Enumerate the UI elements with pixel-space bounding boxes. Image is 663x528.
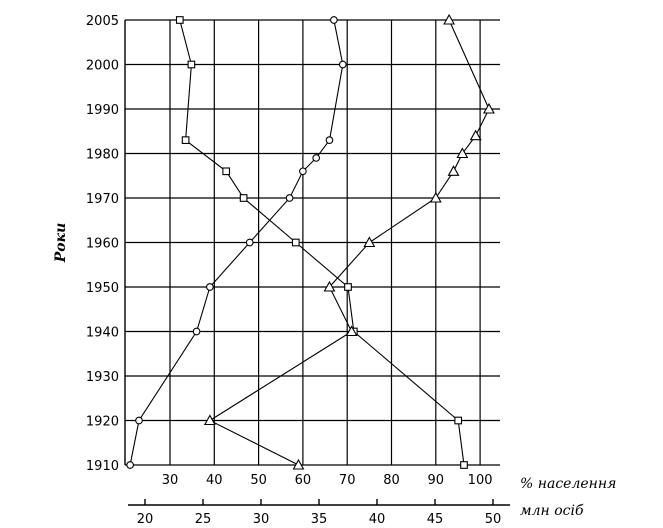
x-top-axis-title: % населення xyxy=(520,476,616,492)
data-point-square xyxy=(222,167,231,176)
data-point-triangle xyxy=(483,102,495,114)
y-tick-label: 1990 xyxy=(86,103,119,118)
data-point-triangle xyxy=(363,236,376,248)
data-point-square xyxy=(291,238,300,247)
data-point-square xyxy=(344,283,352,291)
y-tick-label: 1980 xyxy=(86,148,119,163)
data-point-circle xyxy=(285,194,294,202)
x-top-tick-label: 90 xyxy=(428,473,445,488)
data-point-triangle xyxy=(345,325,358,337)
x-top-tick-label: 70 xyxy=(339,473,356,488)
data-point-triangle xyxy=(469,129,482,141)
data-point-circle xyxy=(192,327,201,336)
data-point-square xyxy=(187,60,196,69)
data-point-square xyxy=(454,416,463,425)
x-bottom-tick-label: 45 xyxy=(427,512,444,527)
y-tick-label: 1920 xyxy=(86,415,119,430)
labels: 1910 1920 1930 1940 1950 1960 1970 1980 1990 2000… xyxy=(53,14,616,527)
data-point-circle xyxy=(330,16,338,24)
data-point-circle xyxy=(126,461,134,469)
y-tick-label: 1910 xyxy=(86,459,119,474)
x-bottom-axis-title: млн осіб xyxy=(520,503,584,519)
x-top-tick-label: 40 xyxy=(206,473,223,488)
data-point-triangle xyxy=(203,414,216,426)
y-tick-label: 1950 xyxy=(86,281,119,296)
data-point-circle xyxy=(312,154,321,162)
data-point-circle xyxy=(206,283,214,291)
data-point-triangle xyxy=(443,13,456,25)
x-top-tick-label: 30 xyxy=(162,473,179,488)
data-point-triangle xyxy=(456,147,469,159)
axes xyxy=(124,20,510,506)
data-point-circle xyxy=(325,136,334,144)
data-point-circle xyxy=(245,238,254,247)
x-bottom-tick-label: 40 xyxy=(369,512,386,527)
y-tick-label: 1940 xyxy=(86,326,119,341)
data-point-square xyxy=(460,461,468,469)
grid xyxy=(125,19,500,466)
x-bottom-tick-label: 35 xyxy=(311,512,328,527)
data-point-circle xyxy=(299,167,307,176)
data-point-circle xyxy=(135,416,143,425)
x-top-tick-label: 50 xyxy=(250,473,267,488)
x-top-tick-label: 60 xyxy=(295,473,312,488)
y-tick-label: 2000 xyxy=(86,59,119,74)
y-tick-label: 2005 xyxy=(86,14,119,29)
data-point-square xyxy=(175,16,184,24)
y-tick-label: 1930 xyxy=(86,370,119,385)
x-top-tick-label: 80 xyxy=(383,473,400,488)
data-point-triangle xyxy=(323,280,336,292)
x-bottom-tick-label: 25 xyxy=(195,512,212,527)
series-layer xyxy=(126,13,495,470)
x-top-tick-label: 100 xyxy=(468,473,493,488)
x-bottom-tick-label: 50 xyxy=(485,512,502,527)
data-point-circle xyxy=(338,60,347,69)
y-tick-label: 1970 xyxy=(86,192,119,207)
data-point-square xyxy=(181,136,190,145)
y-axis-title: Роки xyxy=(53,223,69,264)
y-tick-label: 1960 xyxy=(86,237,119,252)
data-point-triangle xyxy=(429,191,442,203)
series-line-square xyxy=(179,19,465,466)
x-bottom-tick-label: 30 xyxy=(253,512,270,527)
data-point-triangle xyxy=(292,458,305,470)
x-bottom-tick-label: 20 xyxy=(137,512,154,527)
data-point-triangle xyxy=(447,165,460,176)
data-point-square xyxy=(239,194,248,202)
